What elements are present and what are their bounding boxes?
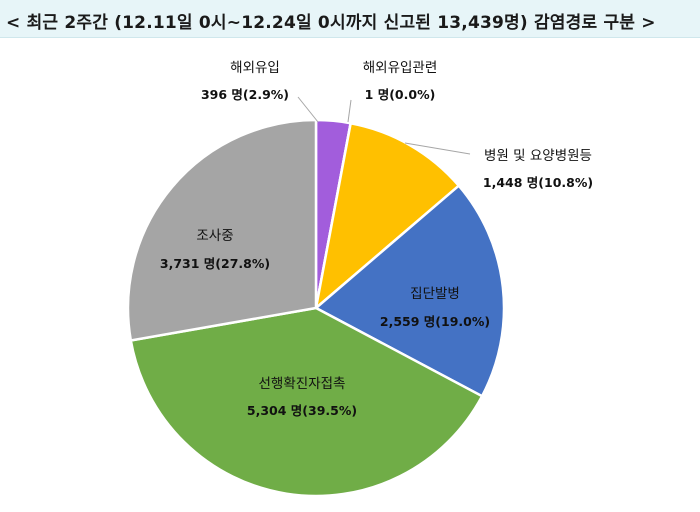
chart-title: < 최근 2주간 (12.11일 0시~12.24일 0시까지 신고된 13,4… (6, 13, 656, 33)
slice-name-label: 해외유입관련 (363, 60, 438, 76)
slice-name-label: 병원 및 요양병원등 (484, 148, 592, 164)
slice-value-label: 1,448 명(10.8%) (483, 175, 593, 190)
pie-slice-6 (126, 118, 318, 342)
slice-name-label: 조사중 (196, 228, 233, 244)
leader-line-1 (297, 96, 319, 123)
pie-slice-3 (314, 121, 461, 312)
slice-value-label: 1 명(0.0%) (365, 87, 436, 102)
slice-name-label: 선행확진자접촉 (259, 376, 346, 392)
slice-value-label: 396 명(2.9%) (201, 87, 289, 102)
pie-slice-5 (129, 306, 484, 498)
slice-name-label: 해외유입 (230, 60, 280, 76)
slice-name-label: 집단발병 (410, 286, 460, 302)
title-bar: < 최근 2주간 (12.11일 0시~12.24일 0시까지 신고된 13,4… (0, 0, 700, 38)
slice-value-label: 3,731 명(27.8%) (160, 256, 270, 271)
pie-slice-4 (313, 183, 506, 398)
leader-line-3 (404, 142, 471, 155)
leader-line-2 (347, 99, 352, 123)
slice-value-label: 5,304 명(39.5%) (247, 403, 357, 418)
slice-value-label: 2,559 명(19.0%) (380, 314, 490, 329)
